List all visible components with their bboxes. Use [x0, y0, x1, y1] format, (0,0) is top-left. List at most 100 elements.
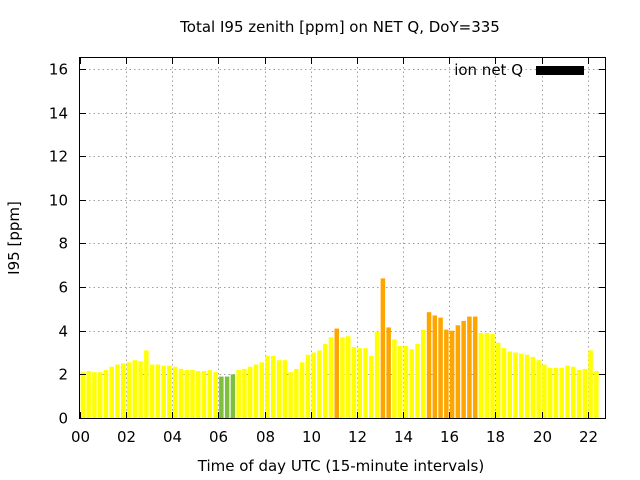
bar [559, 367, 564, 418]
x-tick-label: 00 [71, 428, 90, 446]
bar [334, 328, 339, 418]
bar [576, 370, 582, 418]
bar [403, 346, 409, 418]
bar [155, 364, 161, 418]
bar [363, 348, 368, 418]
x-tick-label: 14 [394, 428, 413, 446]
bar [322, 343, 328, 418]
y-axis-label: I95 [ppm] [5, 201, 23, 275]
bar [415, 343, 420, 418]
bar [432, 315, 438, 418]
bar [461, 320, 466, 418]
legend-swatch [536, 66, 584, 75]
bar [282, 360, 288, 418]
bar [380, 278, 386, 418]
bar [121, 363, 126, 418]
plot-frame [79, 57, 606, 419]
bar [230, 374, 236, 418]
legend-label: ion net Q [454, 61, 523, 79]
bar [207, 370, 213, 418]
bar [340, 337, 345, 418]
bar [421, 329, 426, 418]
bar [490, 334, 495, 418]
bar [484, 332, 489, 418]
bar [553, 367, 559, 418]
bar [149, 364, 155, 418]
bar [524, 354, 530, 418]
y-tick-label: 4 [58, 323, 68, 341]
bar [507, 351, 513, 418]
x-tick-label: 12 [348, 428, 367, 446]
bar [288, 372, 293, 418]
bar [126, 362, 132, 418]
bar [196, 371, 201, 418]
bar [346, 336, 351, 418]
bar [501, 348, 507, 418]
bar [472, 316, 478, 418]
bar [530, 356, 536, 418]
x-tick-label: 18 [486, 428, 505, 446]
bar [178, 368, 184, 418]
bar [542, 364, 547, 418]
bar [426, 312, 432, 418]
x-tick-label: 06 [209, 428, 228, 446]
bar [253, 364, 259, 418]
x-tick-label: 22 [579, 428, 598, 446]
y-tick-label: 16 [49, 61, 68, 79]
bar [467, 316, 472, 418]
bar [247, 366, 253, 418]
bar [351, 347, 357, 418]
x-tick-label: 10 [302, 428, 321, 446]
bar [219, 376, 224, 418]
x-tick-label: 20 [533, 428, 552, 446]
y-tick-label: 14 [49, 105, 68, 123]
y-tick-label: 2 [58, 366, 68, 384]
bar [172, 366, 178, 418]
bar [271, 355, 276, 418]
bar [392, 339, 397, 418]
bar [496, 342, 501, 418]
y-tick-label: 0 [58, 410, 68, 428]
bar [259, 362, 264, 418]
bar [588, 350, 593, 418]
chart-title: Total I95 zenith [ppm] on NET Q, DoY=335 [179, 18, 500, 36]
bar [115, 364, 120, 418]
legend: ion net Q [454, 61, 584, 79]
bar [444, 329, 449, 418]
y-tick-label: 12 [49, 148, 68, 166]
bar [80, 372, 86, 418]
x-tick-label: 02 [117, 428, 136, 446]
x-tick-label: 04 [163, 428, 182, 446]
bar [311, 352, 316, 418]
bar [369, 355, 374, 418]
bar [536, 360, 541, 418]
bar [276, 360, 282, 418]
bar [299, 362, 305, 418]
bar [594, 371, 599, 418]
bar [317, 350, 322, 418]
bar [167, 365, 172, 418]
bar [374, 331, 380, 418]
x-axis-label: Time of day UTC (15-minute intervals) [197, 457, 484, 475]
bar [519, 353, 524, 418]
bar [184, 370, 189, 418]
bar [201, 371, 207, 418]
bar [513, 352, 518, 418]
bar [103, 370, 109, 418]
bar [478, 332, 484, 418]
bar [109, 366, 114, 418]
grid-layer [80, 58, 605, 418]
bar [409, 349, 414, 418]
bar [236, 370, 241, 418]
bar [138, 361, 143, 418]
bar [397, 346, 403, 418]
bars-layer [80, 278, 599, 418]
bar [571, 366, 576, 418]
bar [190, 370, 195, 418]
y-tick-label: 10 [49, 192, 68, 210]
bar [294, 368, 299, 418]
bar [305, 354, 311, 418]
bar [213, 372, 218, 418]
